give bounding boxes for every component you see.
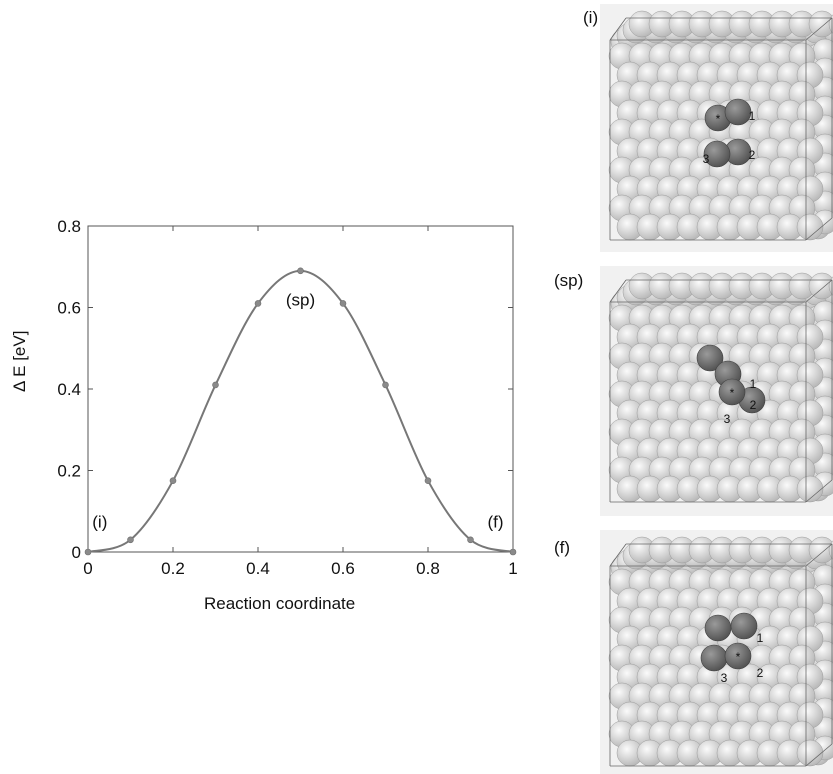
data-point [467, 536, 474, 544]
atom-label: 1 [749, 109, 756, 123]
panel-label-initial: (i) [583, 8, 599, 27]
atom-slab-final: * 1 2 3 [608, 536, 833, 767]
atom-label: 2 [750, 398, 757, 412]
atom-label: 2 [749, 148, 756, 162]
data-point [297, 267, 304, 275]
data-point [212, 381, 219, 389]
x-tick-label: 1 [508, 559, 517, 578]
atom-slab-saddle-point: * 1 2 3 [608, 272, 833, 503]
data-point [254, 300, 262, 307]
point-annotation: (f) [488, 513, 504, 532]
atom-label: 1 [757, 631, 764, 645]
surface-atom [808, 536, 833, 564]
x-tick-label: 0.8 [416, 559, 440, 578]
point-annotation: (sp) [286, 290, 315, 309]
y-tick-label: 0.4 [57, 380, 81, 399]
atom-label-star: * [730, 386, 735, 400]
point-annotation: (i) [92, 513, 107, 532]
cell-outline [609, 279, 627, 303]
adsorbed-atom [703, 140, 731, 168]
bulk-atom [796, 213, 824, 241]
structure-panel-saddle-point: * 1 2 3 [600, 266, 833, 516]
adsorbed-atom [704, 614, 732, 642]
atom-label: 1 [750, 377, 757, 391]
y-tick-label: 0.8 [57, 217, 81, 236]
atom-label: 3 [721, 671, 728, 685]
adsorbed-atom [718, 378, 746, 406]
x-tick-label: 0 [83, 559, 92, 578]
structure-panel-final: * 1 2 3 [600, 530, 833, 774]
bulk-atom [796, 475, 824, 503]
data-point [339, 300, 347, 307]
cell-outline [805, 17, 833, 41]
cell-outline [805, 217, 833, 241]
x-tick-label: 0.6 [331, 559, 355, 578]
x-tick-label: 0.2 [161, 559, 185, 578]
cell-outline [609, 17, 627, 41]
atom-label: 2 [757, 666, 764, 680]
surface-atom [808, 10, 833, 38]
data-point [382, 381, 389, 389]
data-point [169, 477, 177, 484]
cell-outline [805, 479, 833, 503]
atom-label-star: * [716, 112, 721, 126]
panel-label-saddle-point: (sp) [554, 271, 584, 290]
atom-label: 3 [724, 412, 731, 426]
adsorbed-atom [730, 612, 758, 640]
panel-label-final: (f) [554, 538, 571, 557]
plot-frame [87, 225, 514, 553]
structure-panel-initial: * 1 2 3 [600, 4, 833, 252]
cell-outline [805, 743, 833, 767]
energy-curve [87, 269, 514, 553]
y-axis-label: Δ E [eV] [10, 330, 29, 392]
atom-label-star: * [736, 650, 741, 664]
y-tick-label: 0.6 [57, 299, 81, 318]
cell-outline [805, 543, 833, 567]
data-point [127, 536, 134, 544]
adsorbed-atom [724, 642, 752, 670]
surface-atom [808, 272, 833, 300]
data-point [424, 477, 432, 484]
adsorbed-atom [696, 344, 724, 372]
data-point [84, 548, 92, 556]
x-tick-label: 0.4 [246, 559, 270, 578]
atom-label: 3 [703, 152, 710, 166]
cell-outline [805, 279, 833, 303]
adsorbed-atom [724, 98, 752, 126]
adsorbed-atom [700, 644, 728, 672]
energy-chart: 0 0.2 0.4 0.6 0.8 1 0 0.2 0.4 0.6 0.8 (i) (sp) (f) [57, 217, 517, 578]
atom-slab-initial: * 1 2 3 [608, 10, 833, 241]
x-axis-label: Reaction coordinate [204, 594, 356, 613]
y-tick-label: 0.2 [57, 462, 81, 481]
y-tick-label: 0 [72, 543, 81, 562]
bulk-atom [796, 739, 824, 767]
cell-outline [609, 543, 627, 567]
data-point [509, 548, 517, 556]
